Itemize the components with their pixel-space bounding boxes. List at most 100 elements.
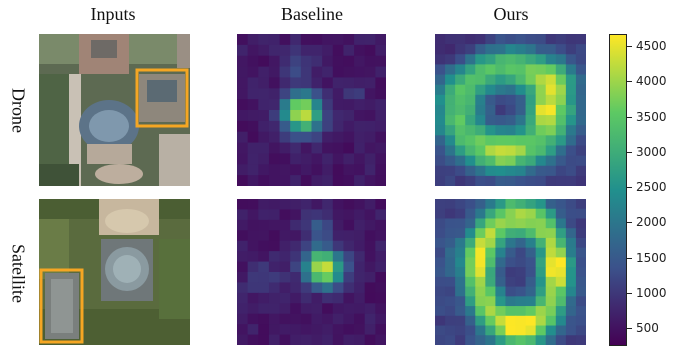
heatmap-cell	[258, 240, 270, 252]
heatmap-cell	[354, 120, 366, 133]
heatmap-cell	[322, 324, 334, 336]
heatmap-cell	[364, 303, 376, 315]
heatmap-cell	[555, 44, 567, 55]
heatmap-cell	[343, 334, 355, 345]
heatmap-cell	[545, 306, 557, 317]
heatmap-cell	[555, 208, 567, 220]
heatmap-cell	[465, 199, 476, 210]
heatmap-cell	[435, 306, 446, 317]
heatmap-cell	[332, 131, 345, 144]
heatmap-cell	[258, 34, 270, 46]
heatmap-cell	[535, 74, 547, 86]
heatmap-cell	[465, 54, 476, 65]
heatmap-cell	[364, 199, 376, 211]
heatmap-cell	[332, 66, 345, 79]
heatmap-cell	[311, 99, 323, 111]
heatmap-cell	[435, 228, 446, 239]
heatmap-cell	[375, 55, 386, 68]
heatmap-cell	[311, 131, 323, 144]
heatmap-cell	[311, 34, 323, 46]
heatmap-cell	[505, 84, 517, 96]
heatmap-cell	[465, 94, 476, 106]
heatmap-cell	[290, 209, 302, 221]
heatmap-cell	[525, 237, 537, 249]
colorbar-tick	[627, 81, 632, 82]
colorbar-tick-label: 1000	[636, 286, 667, 300]
heatmap-cell	[475, 84, 486, 96]
heatmap-cell	[455, 165, 466, 177]
heatmap-cell	[435, 296, 446, 307]
heatmap-cell	[247, 303, 259, 315]
heatmap-cell	[445, 315, 456, 327]
heatmap-cell	[535, 155, 547, 167]
heatmap-cell	[300, 66, 313, 79]
heatmap-cell	[322, 282, 334, 294]
heatmap-cell	[268, 66, 281, 79]
heatmap-cell	[332, 164, 345, 176]
heatmap-cell	[555, 155, 567, 167]
heatmap-cell	[475, 199, 486, 210]
heatmap-cell	[515, 104, 527, 116]
heatmap-cell	[354, 175, 366, 186]
heatmap-cell	[505, 145, 517, 157]
heatmap-cell	[237, 88, 249, 100]
heatmap-cell	[485, 115, 496, 126]
heatmap-cell	[268, 55, 281, 68]
heatmap-cell	[445, 84, 456, 96]
heatmap-cell	[375, 175, 386, 186]
heatmap-cell	[290, 251, 302, 263]
heatmap-cell	[237, 175, 249, 186]
heatmap-cell	[455, 125, 466, 136]
heatmap-cell	[515, 115, 527, 126]
heatmap-cell	[268, 261, 281, 273]
heatmap-cell	[247, 120, 259, 133]
heatmap-cell	[237, 164, 249, 176]
heatmap-cell	[565, 155, 577, 167]
heatmap-cell	[258, 131, 270, 144]
heatmap-cell	[364, 209, 376, 221]
heatmap-cell	[322, 313, 334, 325]
heatmap-cell	[332, 209, 345, 221]
heatmap-cell	[343, 44, 355, 57]
heatmap-cell	[555, 247, 567, 258]
heatmap-cell	[247, 230, 259, 242]
heatmap-cell	[515, 228, 527, 239]
heatmap-cell	[485, 94, 496, 106]
heatmap-cell	[465, 267, 476, 278]
heatmap-cell	[354, 55, 366, 68]
heatmap-cell	[455, 237, 466, 249]
heatmap-cell	[343, 55, 355, 68]
heatmap-cell	[555, 286, 567, 297]
heatmap-cell	[237, 153, 249, 165]
heatmap-cell	[375, 251, 386, 263]
heatmap-cell	[565, 94, 577, 106]
heatmap-cell	[465, 325, 476, 336]
colorbar-tick	[627, 152, 632, 153]
heatmap-cell	[545, 296, 557, 307]
heatmap-cell	[475, 155, 486, 167]
heatmap-cell	[525, 175, 537, 186]
heatmap-cell	[515, 64, 527, 76]
heatmap-cell	[495, 199, 507, 210]
heatmap-cell	[364, 313, 376, 325]
heatmap-cell	[247, 77, 259, 89]
heatmap-cell	[279, 77, 291, 89]
heatmap-cell	[455, 286, 466, 297]
heatmap-cell	[311, 219, 323, 231]
heatmap-cell	[565, 84, 577, 96]
heatmap-cell	[332, 88, 345, 100]
heatmap-cell	[290, 272, 302, 284]
heatmap-cell	[279, 34, 291, 46]
heatmap-cell	[545, 247, 557, 258]
heatmap-cell	[495, 135, 507, 147]
heatmap-cell	[505, 218, 517, 229]
heatmap-cell	[354, 334, 366, 345]
heatmap-cell	[575, 74, 586, 86]
heatmap-cell	[375, 77, 386, 89]
heatmap-cell	[247, 66, 259, 79]
heatmap-cell	[258, 120, 270, 133]
ours-drone-heatmap	[435, 34, 586, 186]
heatmap-cell	[495, 276, 507, 288]
heatmap-cell	[545, 335, 557, 345]
heatmap-cell	[455, 64, 466, 76]
